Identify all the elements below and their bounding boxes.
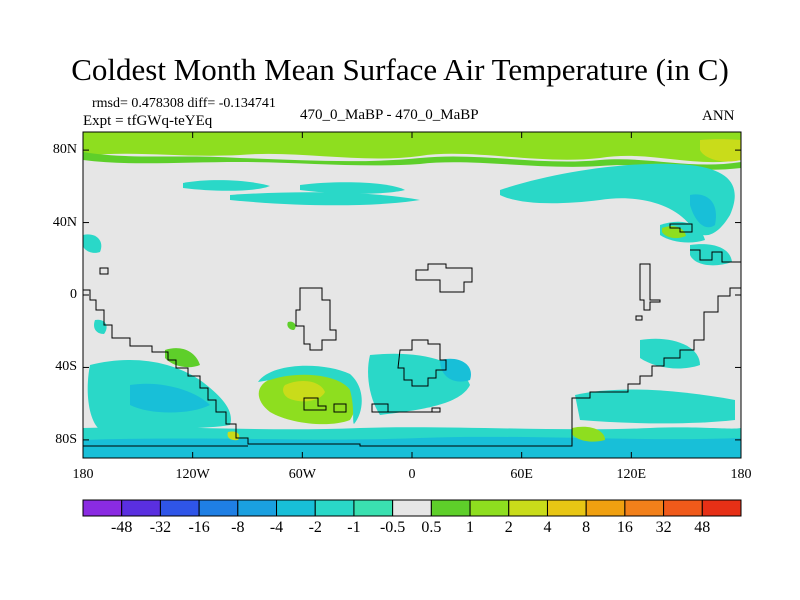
coastline-americas <box>83 282 573 447</box>
coastline-africa <box>397 339 447 387</box>
north-pacific-cool-1 <box>183 180 270 191</box>
coastline-south-america <box>295 287 337 351</box>
lat-tick-label: 40N <box>52 214 77 230</box>
lon-tick-label: 60W <box>288 467 316 482</box>
colorbar-label: 16 <box>616 519 633 536</box>
lat-tick-label: 40S <box>55 359 77 375</box>
arctic-warm-band <box>83 132 741 163</box>
north-cool-band <box>230 192 420 206</box>
asia-cool-region <box>500 163 735 236</box>
colorbar-box <box>82 499 123 517</box>
map-field <box>83 132 741 458</box>
colorbar-box <box>546 499 587 517</box>
colorbar-box <box>314 499 355 517</box>
rmsd-diff-stats: rmsd= 0.478308 diff= -0.134741 <box>92 96 276 111</box>
indian-ocean-cool <box>575 389 735 424</box>
antarctic-warm-spot <box>572 426 605 442</box>
colorbar-label: -4 <box>269 519 284 536</box>
colorbar-label: -8 <box>231 519 245 536</box>
colorbar-label: 8 <box>582 519 591 536</box>
colorbar-box <box>276 499 316 517</box>
coastline-australia <box>571 287 741 440</box>
colorbar-box <box>353 499 394 517</box>
lat-tick-label: 80S <box>55 431 77 447</box>
colorbar-box <box>198 499 239 517</box>
colorbar-box <box>469 499 510 517</box>
lon-tick-label: 120W <box>175 467 210 482</box>
colorbar-label: 4 <box>543 519 552 536</box>
colorbar-label: 1 <box>466 519 475 536</box>
colorbar-label: -16 <box>188 519 210 536</box>
coastline-north-africa <box>415 263 473 293</box>
africa-south-cool <box>440 358 471 382</box>
west-edge-cool <box>83 234 102 253</box>
axis-ticks <box>82 132 742 458</box>
south-pacific-east-cool <box>640 338 700 369</box>
colorbar-box <box>237 499 278 517</box>
arctic-yellow-patch <box>700 139 741 162</box>
coastline-west-edge <box>99 267 109 275</box>
coastline-south-pacific-islands <box>303 397 327 411</box>
colorbar-box <box>430 499 471 517</box>
colorbar-box <box>508 499 548 517</box>
colorbar-label: -0.5 <box>379 519 406 536</box>
lon-tick-label: 120E <box>616 467 647 482</box>
coastline-japan <box>669 223 693 233</box>
plot-title: Coldest Month Mean Surface Air Temperatu… <box>71 52 729 87</box>
equatorial-cool-1 <box>94 319 107 334</box>
colorbar-label: 48 <box>694 519 711 536</box>
chile-warm-strip <box>165 348 200 368</box>
colorbar-box <box>392 499 432 517</box>
colorbar-box <box>159 499 200 517</box>
experiment-label: Expt = tfGWq-teYEq <box>83 113 213 129</box>
colorbar-label: -32 <box>149 519 172 536</box>
coastline-small-island <box>333 403 347 413</box>
colorbar-label: -48 <box>111 519 133 536</box>
colorbar-label: -1 <box>347 519 361 536</box>
lon-tick-label: 180 <box>72 467 94 482</box>
coastlines <box>83 223 741 447</box>
coastline-antarctic-shelf <box>371 403 441 413</box>
colorbar-label: 2 <box>504 519 513 536</box>
case-label: 470_0_MaBP - 470_0_MaBP <box>300 107 479 123</box>
south-atlantic-warm-core <box>283 380 325 402</box>
south-pacific-cold-core <box>130 383 210 413</box>
colorbar-box <box>121 499 161 517</box>
season-label: ANN <box>702 108 735 124</box>
colorbar-box <box>585 499 626 517</box>
colorbar-label: 32 <box>655 519 672 536</box>
south-america-warm-spot <box>287 321 296 330</box>
lat-tick-label: 0 <box>70 287 77 302</box>
lon-tick-label: 60E <box>510 467 533 482</box>
coastline-asia <box>639 263 661 311</box>
colorbar-box <box>663 499 703 517</box>
lon-tick-label: 0 <box>408 467 416 482</box>
north-atlantic-cool-1 <box>300 182 405 194</box>
colorbar-label: -2 <box>308 519 322 536</box>
lon-tick-label: 180 <box>730 467 752 482</box>
arctic-green-edge <box>83 152 741 170</box>
coastline-east-asia <box>690 249 741 263</box>
asia-cold-core <box>690 194 716 228</box>
colorbar-box <box>701 499 742 517</box>
lat-tick-label: 80N <box>52 142 77 158</box>
colorbar-label: 0.5 <box>421 519 442 536</box>
colorbar-box <box>624 499 665 517</box>
coastline-island-east <box>635 315 643 321</box>
